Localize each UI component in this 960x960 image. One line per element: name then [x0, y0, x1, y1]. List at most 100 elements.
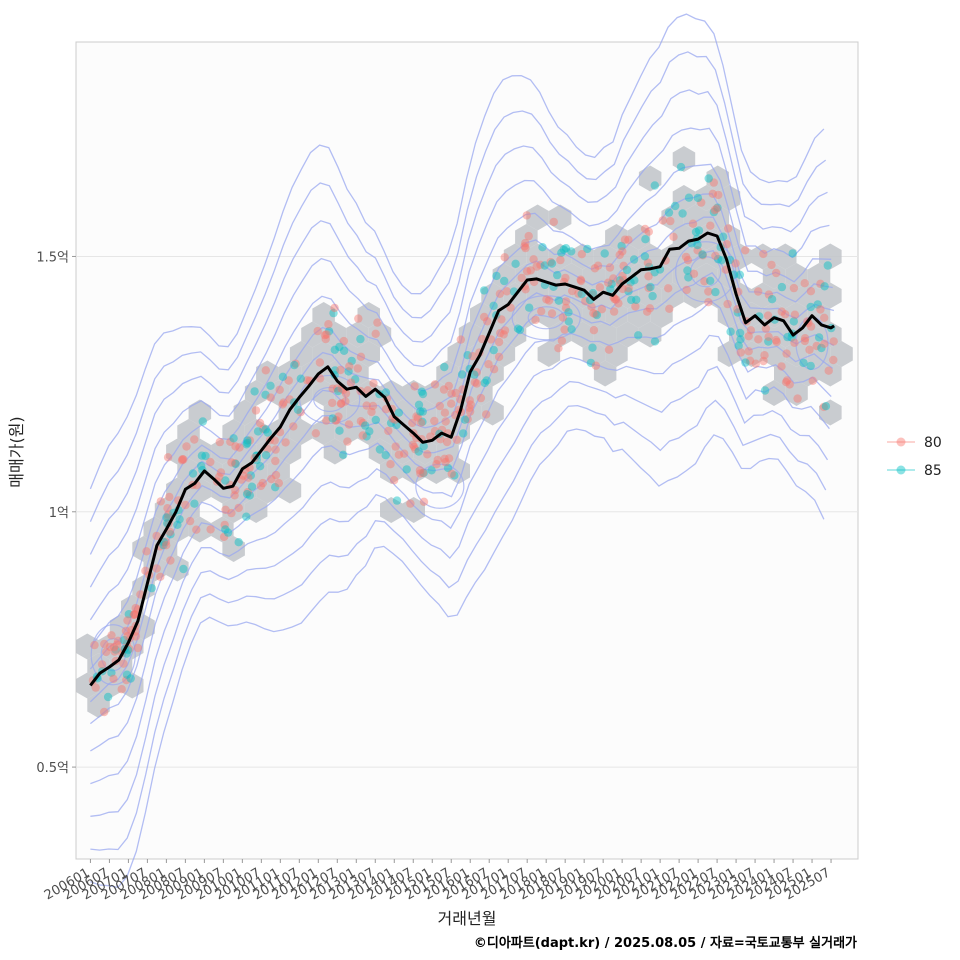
legend: 80 85 — [887, 435, 942, 479]
point-80 — [433, 455, 442, 465]
point-80 — [437, 425, 447, 435]
point-80 — [781, 378, 791, 387]
point-80 — [819, 402, 828, 412]
point-80 — [451, 388, 460, 398]
point-80 — [589, 326, 599, 335]
hexbin-cell — [447, 341, 470, 367]
hexbin-cell — [672, 185, 696, 211]
point-80 — [767, 260, 776, 270]
point-85 — [547, 259, 557, 268]
point-80 — [278, 400, 287, 409]
hexbin-cell — [661, 243, 684, 270]
point-80 — [391, 442, 400, 451]
hexbin-cell — [334, 419, 358, 445]
point-85 — [600, 249, 609, 258]
point-80 — [468, 352, 477, 361]
point-85 — [242, 440, 251, 449]
point-85 — [617, 241, 626, 251]
point-80 — [704, 287, 713, 296]
point-80 — [590, 264, 600, 273]
point-80 — [251, 406, 261, 415]
point-85 — [515, 325, 525, 335]
point-85 — [706, 276, 715, 285]
point-80 — [560, 325, 569, 334]
hexbin-cell — [593, 360, 617, 387]
point-80 — [544, 296, 554, 305]
point-85 — [246, 471, 255, 480]
hexbin-cell — [796, 282, 819, 309]
point-85 — [559, 245, 568, 254]
point-80 — [574, 289, 583, 298]
hexbin-cell — [638, 282, 662, 309]
point-80 — [394, 450, 404, 459]
point-80 — [356, 352, 366, 361]
point-80 — [447, 469, 456, 478]
point-85 — [339, 450, 348, 459]
point-80 — [131, 603, 140, 613]
point-85 — [381, 451, 390, 460]
point-80 — [337, 399, 346, 408]
legend-label-80: 80 — [924, 435, 942, 451]
density-contour — [90, 365, 829, 817]
point-80 — [373, 318, 382, 327]
hexbin-cell — [796, 360, 819, 387]
hexbin-cell — [244, 380, 268, 406]
point-80 — [142, 547, 151, 556]
point-80 — [609, 307, 619, 316]
point-85 — [820, 282, 829, 291]
point-85 — [492, 271, 501, 281]
density-contour — [89, 51, 827, 522]
point-80 — [522, 267, 532, 276]
hexbin-cell — [267, 458, 290, 484]
hexbin-cell — [683, 282, 707, 309]
point-80 — [763, 311, 773, 320]
point-80 — [343, 437, 352, 446]
point-85 — [247, 482, 257, 491]
point-80 — [829, 355, 838, 365]
point-85 — [709, 207, 719, 217]
point-85 — [567, 247, 576, 256]
point-85 — [567, 325, 576, 334]
point-85 — [564, 308, 573, 317]
point-80 — [456, 335, 465, 344]
density-contour — [90, 334, 830, 785]
point-85 — [365, 427, 374, 436]
point-85 — [463, 351, 472, 360]
point-85 — [339, 346, 349, 355]
point-85 — [335, 426, 344, 435]
hexbin-cell — [222, 419, 245, 445]
point-80 — [546, 257, 555, 267]
point-80 — [744, 332, 753, 341]
point-80 — [618, 247, 627, 256]
point-80 — [789, 283, 799, 293]
point-80 — [549, 217, 558, 227]
point-85 — [263, 428, 272, 437]
point-80 — [412, 412, 421, 421]
hexbin-cell — [695, 224, 718, 250]
point-85 — [126, 674, 135, 683]
point-80 — [806, 287, 816, 296]
point-85 — [693, 193, 703, 203]
point-85 — [632, 295, 641, 304]
point-80 — [235, 443, 244, 452]
point-85 — [789, 317, 798, 326]
point-80 — [192, 525, 201, 534]
point-80 — [529, 255, 538, 264]
point-85 — [735, 270, 745, 279]
point-80 — [164, 510, 173, 519]
point-80 — [782, 376, 792, 385]
point-80 — [688, 219, 698, 228]
hexbin-cell — [233, 438, 257, 465]
point-85 — [335, 342, 344, 352]
point-85 — [693, 240, 702, 250]
point-85 — [588, 343, 597, 352]
point-80 — [744, 347, 753, 356]
point-80 — [328, 398, 337, 408]
point-80 — [113, 636, 123, 645]
point-80 — [483, 317, 492, 326]
hexbin-cell — [762, 380, 786, 406]
point-80 — [230, 491, 239, 500]
point-80 — [614, 299, 623, 308]
point-85 — [641, 235, 650, 244]
hexbin-cell — [289, 419, 313, 445]
